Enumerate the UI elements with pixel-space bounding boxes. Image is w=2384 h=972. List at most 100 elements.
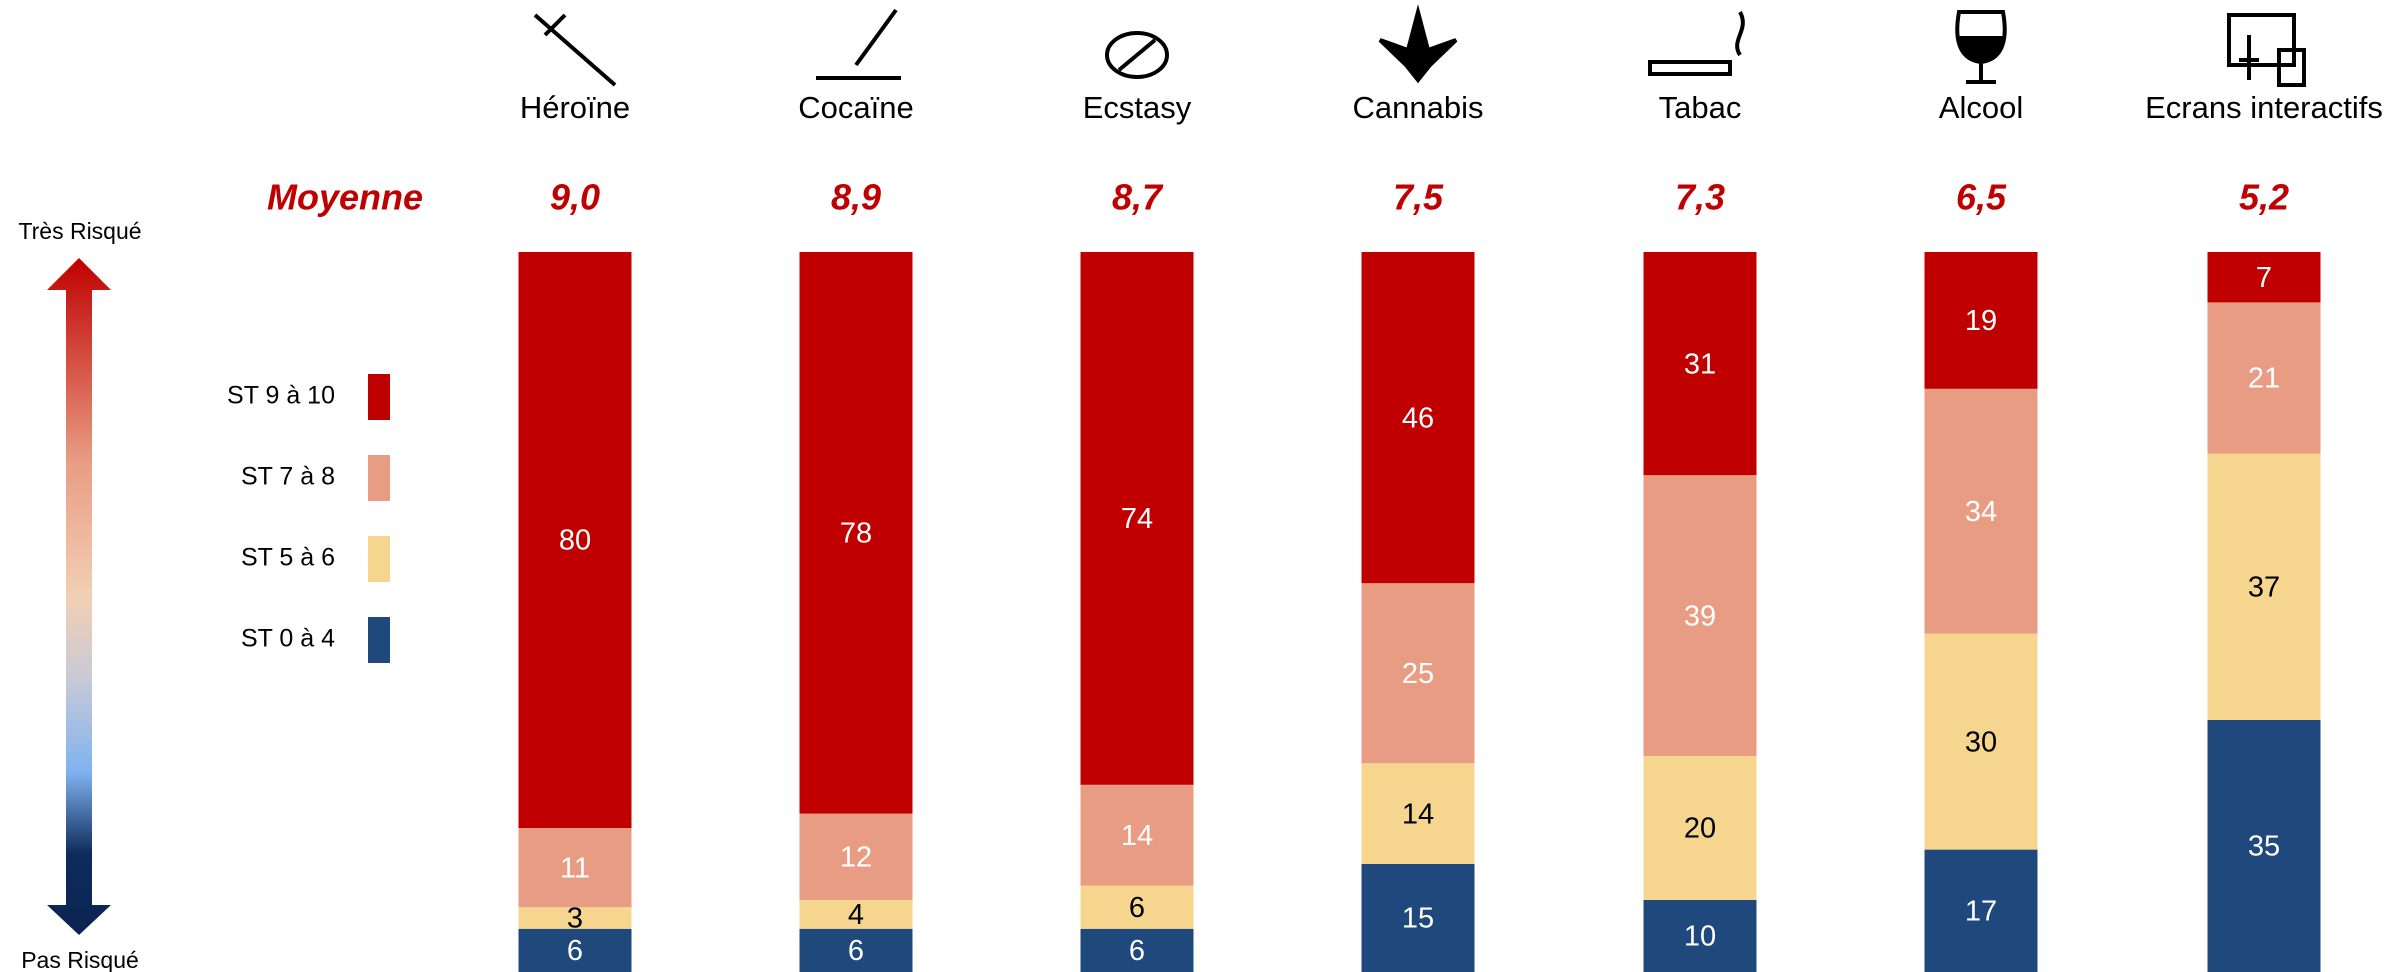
bar-segment xyxy=(2207,252,2321,303)
bar-segment xyxy=(1924,633,2038,850)
data-label: 17 xyxy=(1965,895,1997,927)
bar-segment xyxy=(1643,756,1757,900)
icon-part xyxy=(2277,48,2306,87)
bar-segment xyxy=(1361,763,1475,864)
icon-part xyxy=(2239,35,2259,80)
category-icon xyxy=(1648,11,1745,76)
bar-segment xyxy=(518,907,632,929)
icon-part xyxy=(1117,38,1157,72)
mean-label: 8,7 xyxy=(1112,177,1164,218)
legend-swatch xyxy=(368,536,390,582)
mean-label: 7,3 xyxy=(1675,177,1725,218)
icon-part xyxy=(854,8,898,67)
category-icon xyxy=(2227,13,2306,87)
bar-segment xyxy=(1361,864,1475,972)
legend-label: ST 0 à 4 xyxy=(241,625,335,653)
data-label: 10 xyxy=(1684,921,1716,953)
legend-swatch xyxy=(368,374,390,420)
data-label: 6 xyxy=(1129,892,1145,924)
category-label: Cocaïne xyxy=(798,90,913,125)
bar-segment xyxy=(1924,252,2038,389)
data-label: 20 xyxy=(1684,813,1716,845)
mean-title: Moyenne xyxy=(267,177,423,218)
mean-label: 6,5 xyxy=(1956,177,2007,218)
icon-part xyxy=(533,13,617,87)
data-label: 80 xyxy=(559,525,591,557)
bar-segment xyxy=(799,928,913,972)
category-label: Alcool xyxy=(1939,90,2023,125)
data-label: 39 xyxy=(1684,600,1716,632)
legend-label: ST 9 à 10 xyxy=(227,382,335,410)
mean-label: 9,0 xyxy=(550,177,600,218)
data-label: 78 xyxy=(840,517,872,549)
bar-segment xyxy=(1361,252,1475,584)
bar-segment xyxy=(1080,252,1194,785)
bar-segment xyxy=(1643,475,1757,756)
data-label: 74 xyxy=(1121,503,1153,535)
data-label: 4 xyxy=(848,899,864,931)
data-label: 37 xyxy=(2248,571,2280,603)
bar-segment xyxy=(518,828,632,908)
data-label: 34 xyxy=(1965,496,1997,528)
category-label: Cannabis xyxy=(1353,90,1484,125)
data-label: 25 xyxy=(1402,658,1434,690)
bar-segment xyxy=(1924,388,2038,634)
axis-top-label: Très Risqué xyxy=(18,218,141,244)
mean-label: 7,5 xyxy=(1393,177,1444,218)
category-icon xyxy=(1105,31,1169,79)
axis-bottom-label: Pas Risqué xyxy=(21,947,139,972)
legend-swatch xyxy=(368,455,390,501)
legend-label: ST 5 à 6 xyxy=(241,544,335,572)
icon-part xyxy=(543,13,567,37)
category-icon xyxy=(1378,4,1458,84)
data-label: 15 xyxy=(1402,903,1434,935)
data-label: 14 xyxy=(1402,798,1434,830)
bar-segment xyxy=(799,252,913,814)
bar-segment xyxy=(2207,720,2321,972)
icon-part xyxy=(1105,31,1169,79)
data-label: 19 xyxy=(1965,305,1997,337)
bar-segment xyxy=(2207,453,2321,720)
bar-segment xyxy=(1080,928,1194,972)
data-label: 31 xyxy=(1684,348,1716,380)
mean-label: 8,9 xyxy=(831,177,881,218)
data-label: 11 xyxy=(560,852,590,884)
icon-part xyxy=(1648,60,1732,76)
category-icon xyxy=(1955,10,2007,84)
bar-segment xyxy=(1080,885,1194,929)
legend-swatch xyxy=(368,617,390,663)
bar-segment xyxy=(518,928,632,972)
category-label: Tabac xyxy=(1659,90,1742,125)
bar-segment xyxy=(799,900,913,929)
bar-segment xyxy=(1924,849,2038,972)
category-icon xyxy=(816,8,901,80)
bar-segment xyxy=(518,252,632,828)
bar-segment xyxy=(1643,252,1757,476)
icon-part xyxy=(2227,13,2296,67)
data-label: 30 xyxy=(1965,726,1997,758)
mean-label: 5,2 xyxy=(2239,177,2289,218)
data-label: 3 xyxy=(567,903,583,935)
data-label: 12 xyxy=(840,841,872,873)
category-label: Ecrans interactifs xyxy=(2145,90,2383,125)
icon-part xyxy=(1378,4,1458,84)
category-icon xyxy=(533,13,617,87)
bar-segment xyxy=(1643,900,1757,972)
bar-segment xyxy=(1361,583,1475,764)
data-label: 6 xyxy=(1129,935,1145,967)
bar-segment xyxy=(1080,784,1194,886)
bar-segment xyxy=(2207,302,2321,454)
risk-arrow xyxy=(47,258,111,935)
bar-segment xyxy=(799,813,913,900)
legend-label: ST 7 à 8 xyxy=(241,463,335,491)
icon-part xyxy=(1958,36,2004,63)
category-label: Ecstasy xyxy=(1083,90,1192,125)
data-label: 6 xyxy=(848,935,864,967)
icon-part xyxy=(1735,11,1745,57)
data-label: 14 xyxy=(1121,820,1153,852)
data-label: 46 xyxy=(1402,402,1434,434)
data-label: 6 xyxy=(567,935,583,967)
data-label: 35 xyxy=(2248,831,2280,863)
data-label: 21 xyxy=(2248,363,2280,395)
